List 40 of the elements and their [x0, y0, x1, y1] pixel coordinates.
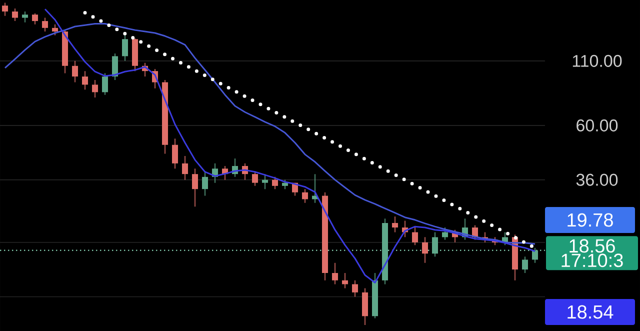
candlestick: [2, 2, 8, 16]
candlestick: [432, 232, 438, 257]
candlestick: [112, 53, 118, 80]
candlestick: [352, 280, 358, 298]
candlestick: [422, 236, 428, 264]
candlestick: [392, 216, 398, 233]
candlestick: [442, 227, 448, 240]
candlestick: [72, 60, 78, 83]
line-series: [4, 22, 536, 245]
candlestick: [302, 188, 308, 204]
candlestick: [12, 8, 18, 22]
text: 18.54: [568, 305, 614, 319]
candlestick: [412, 227, 418, 246]
candlestick: [532, 247, 538, 264]
candlestick: [82, 70, 88, 90]
candlestick: [252, 170, 258, 186]
candlestick: [22, 11, 28, 23]
candlestick: [342, 272, 348, 289]
candlestick: [332, 262, 338, 285]
candlestick: [52, 24, 58, 36]
text: 19.78: [568, 213, 613, 227]
candlestick: [282, 179, 288, 190]
text: 17:10:3: [562, 254, 623, 268]
candlestick: [42, 17, 48, 32]
candlestick: [172, 138, 178, 169]
ref-line-label: 18.56: [570, 239, 615, 253]
candlestick: [272, 176, 278, 190]
candlestick: [92, 80, 98, 98]
candlestick: [362, 288, 368, 326]
candlestick: [32, 12, 38, 25]
y-tick-label: 60.00: [576, 119, 618, 132]
candlestick: [202, 170, 208, 196]
candlestick: [122, 34, 128, 62]
candlestick: [192, 168, 198, 207]
candlestick: [522, 256, 528, 274]
candlestick: [102, 72, 108, 96]
y-tick-label: 36.00: [576, 174, 618, 186]
candlestick: [182, 156, 188, 180]
candlestick: [262, 174, 268, 190]
y-tick-label: 110.00: [572, 54, 622, 67]
